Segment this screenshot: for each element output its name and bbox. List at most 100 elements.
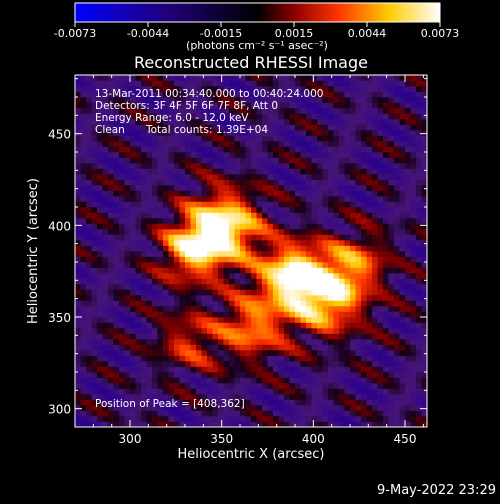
heatmap-cell: [311, 229, 318, 235]
heatmap-cell: [289, 135, 296, 142]
heatmap-cell: [377, 405, 384, 411]
heatmap-cell: [311, 256, 318, 263]
heatmap-cell: [333, 306, 340, 312]
heatmap-cell: [119, 124, 125, 131]
heatmap-cell: [295, 421, 301, 427]
heatmap-cell: [190, 152, 197, 158]
heatmap-cell: [267, 207, 274, 213]
heatmap-cell: [124, 179, 131, 186]
heatmap-cell: [421, 372, 427, 378]
heatmap-cell: [168, 350, 175, 356]
heatmap-cell: [196, 322, 202, 329]
heatmap-cell: [124, 251, 131, 257]
heatmap-cell: [273, 333, 279, 340]
heatmap-cell: [179, 388, 186, 395]
heatmap-cell: [333, 223, 340, 230]
heatmap-cell: [157, 163, 164, 169]
heatmap-cell: [372, 388, 378, 395]
heatmap-cell: [355, 75, 362, 81]
heatmap-cell: [168, 394, 175, 400]
heatmap-cell: [256, 328, 263, 334]
heatmap-cell: [306, 361, 312, 367]
heatmap-cell: [344, 124, 351, 131]
heatmap-cell: [174, 278, 180, 285]
heatmap-cell: [284, 207, 290, 213]
heatmap-cell: [410, 86, 417, 92]
heatmap-cell: [311, 361, 318, 367]
heatmap-cell: [339, 251, 345, 257]
heatmap-cell: [311, 75, 318, 81]
heatmap-cell: [262, 399, 268, 406]
heatmap-cell: [179, 289, 186, 296]
heatmap-cell: [86, 223, 92, 230]
heatmap-cell: [234, 75, 241, 81]
heatmap-cell: [339, 405, 345, 411]
heatmap-cell: [251, 190, 257, 197]
heatmap-cell: [75, 306, 81, 312]
heatmap-cell: [245, 284, 252, 290]
heatmap-cell: [333, 130, 340, 136]
heatmap-cell: [410, 190, 417, 197]
heatmap-cell: [405, 119, 411, 125]
heatmap-cell: [207, 124, 213, 131]
heatmap-cell: [212, 207, 219, 213]
heatmap-cell: [388, 163, 395, 169]
heatmap-cell: [152, 388, 158, 395]
heatmap-cell: [333, 344, 340, 351]
heatmap-cell: [174, 317, 180, 323]
heatmap-cell: [388, 383, 395, 389]
heatmap-cell: [322, 372, 329, 378]
heatmap-cell: [421, 163, 427, 169]
heatmap-cell: [300, 234, 307, 241]
heatmap-cell: [366, 300, 373, 307]
heatmap-cell: [163, 377, 169, 384]
heatmap-cell: [383, 383, 389, 389]
heatmap-cell: [421, 75, 427, 81]
heatmap-cell: [229, 108, 235, 114]
heatmap-cell: [399, 278, 406, 285]
heatmap-cell: [146, 113, 153, 120]
heatmap-cell: [295, 317, 301, 323]
heatmap-cell: [377, 185, 384, 191]
heatmap-cell: [146, 256, 153, 263]
heatmap-cell: [394, 207, 400, 213]
heatmap-cell: [262, 289, 268, 296]
heatmap-cell: [124, 262, 131, 268]
heatmap-cell: [229, 168, 235, 175]
heatmap-cell: [108, 168, 114, 175]
heatmap-cell: [91, 174, 98, 180]
heatmap-cell: [157, 108, 164, 114]
heatmap-cell: [278, 185, 285, 191]
heatmap-cell: [421, 284, 427, 290]
heatmap-cell: [75, 229, 81, 235]
heatmap-cell: [135, 383, 142, 389]
heatmap-cell: [295, 240, 301, 246]
heatmap-cell: [108, 108, 114, 114]
heatmap-cell: [190, 355, 197, 362]
heatmap-cell: [141, 394, 147, 400]
heatmap-cell: [289, 355, 296, 362]
heatmap-cell: [240, 91, 246, 98]
heatmap-cell: [262, 355, 268, 362]
heatmap-cell: [223, 179, 230, 186]
heatmap-cell: [108, 251, 114, 257]
heatmap-cell: [394, 163, 400, 169]
heatmap-cell: [97, 207, 103, 213]
heatmap-cell: [207, 102, 213, 109]
heatmap-cell: [113, 333, 120, 340]
heatmap-cell: [251, 229, 257, 235]
heatmap-cell: [344, 311, 351, 318]
heatmap-cell: [300, 201, 307, 208]
heatmap-cell: [317, 383, 323, 389]
heatmap-cell: [234, 157, 241, 164]
heatmap-cell: [207, 234, 213, 241]
heatmap-cell: [179, 212, 186, 219]
heatmap-cell: [278, 306, 285, 312]
heatmap-cell: [240, 179, 246, 186]
heatmap-cell: [234, 256, 241, 263]
heatmap-cell: [383, 284, 389, 290]
heatmap-cell: [410, 289, 417, 296]
heatmap-cell: [300, 289, 307, 296]
heatmap-cell: [405, 179, 411, 186]
heatmap-cell: [119, 97, 125, 103]
